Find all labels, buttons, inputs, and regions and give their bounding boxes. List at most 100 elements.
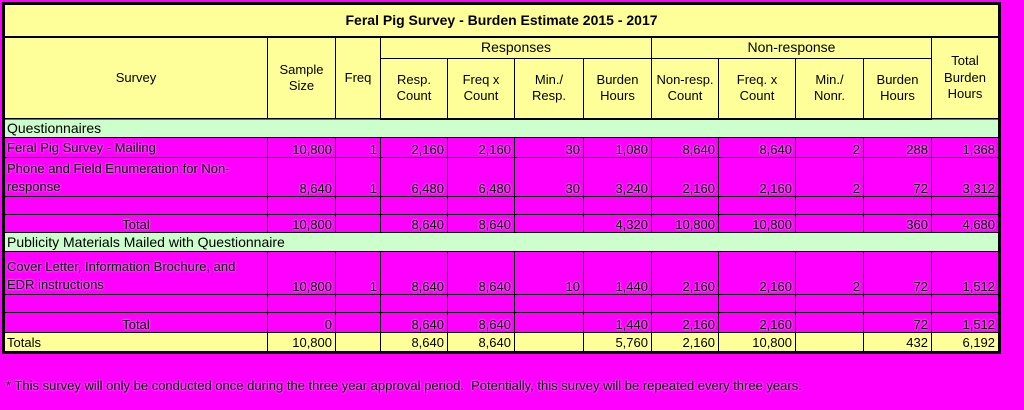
table-cell: 10 (514, 251, 584, 295)
table-row-grand-totals: Totals 10,800 8,640 8,640 5,760 2,160 10… (3, 332, 1001, 353)
table-cell: 432 (863, 332, 932, 353)
table-title: Feral Pig Survey - Burden Estimate 2015 … (2, 3, 1001, 38)
table-cell: 2,160 (651, 332, 719, 353)
table-cell: 30 (514, 137, 584, 158)
empty-cell (267, 196, 336, 215)
table-cell: 360 (863, 214, 932, 233)
title-row: Feral Pig Survey - Burden Estimate 2015 … (2, 3, 1001, 38)
total-label: Total (3, 312, 268, 333)
table-cell: 3,240 (583, 157, 652, 197)
table-cell: 1,440 (583, 251, 652, 295)
table-cell: 2 (795, 137, 864, 158)
table-cell: 2,160 (447, 137, 515, 158)
table-cell: 3,312 (930, 157, 1001, 197)
table-cell: 8,640 (380, 332, 448, 353)
header-min-resp: Min./ Resp. (514, 58, 584, 120)
empty-cell (863, 294, 932, 313)
empty-cell (514, 196, 584, 215)
empty-cell (3, 196, 268, 215)
empty-cell (447, 196, 515, 215)
empty-cell (718, 294, 796, 313)
table-cell: 1,080 (583, 137, 652, 158)
header-freq: Freq (335, 36, 381, 119)
table-cell: 10,800 (267, 137, 336, 158)
header-survey: Survey (3, 36, 268, 119)
table-cell: 1 (335, 251, 381, 295)
table-cell: 8,640 (447, 312, 515, 333)
group-header-row: Survey Sample Size Freq Responses Non-re… (3, 36, 1001, 119)
header-resp-count: Resp. Count (380, 58, 448, 120)
empty-cell (795, 196, 864, 215)
empty-cell (335, 294, 381, 313)
table-cell (514, 332, 584, 353)
table-cell: 72 (863, 312, 932, 333)
sub-header-row: Resp. Count Freq x Count Min./ Resp. Bur… (4, 58, 1000, 120)
header-nonresp-count: Non-resp. Count (651, 58, 719, 120)
burden-estimate-table: Feral Pig Survey - Burden Estimate 2015 … (2, 2, 1002, 354)
empty-cell (3, 294, 268, 313)
empty-cell (335, 196, 381, 215)
header-total-burden-hours: Total Burden Hours (930, 36, 1001, 119)
table-cell: 8,640 (447, 332, 515, 353)
table-cell: 8,640 (447, 214, 515, 233)
table-row-cover-letter: Cover Letter, Information Brochure, and … (3, 251, 1001, 295)
table-cell: 2 (795, 251, 864, 295)
empty-cell (795, 294, 864, 313)
table-cell: 0 (267, 312, 336, 333)
table-row-questionnaires-total: Total 10,800 8,640 8,640 4,320 10,800 10… (3, 214, 1001, 233)
table-cell: 1 (335, 157, 381, 197)
table-cell: 1,368 (930, 137, 1001, 158)
header-resp-burden-hours: Burden Hours (583, 58, 652, 120)
table-row-empty (3, 294, 1001, 313)
header-min-nonr: Min./ Nonr. (795, 58, 864, 120)
survey-label: Cover Letter, Information Brochure, and … (3, 251, 268, 295)
table-cell (795, 214, 864, 233)
table-cell: 288 (863, 137, 932, 158)
table-cell (795, 312, 864, 333)
table-cell: 2,160 (718, 312, 796, 333)
table-cell: 6,480 (380, 157, 448, 197)
table-cell: 4,680 (930, 214, 1001, 233)
empty-cell (718, 196, 796, 215)
table-cell: 2,160 (651, 251, 719, 295)
total-label: Total (3, 214, 268, 233)
table-cell: 2 (795, 157, 864, 197)
empty-cell (380, 294, 448, 313)
table-cell: 8,640 (267, 157, 336, 197)
footnote-text: * This survey will only be conducted onc… (6, 378, 802, 393)
table-cell: 1,440 (583, 312, 652, 333)
table-cell: 10,800 (718, 214, 796, 233)
table-cell: 8,640 (651, 137, 719, 158)
table-cell: 2,160 (651, 312, 719, 333)
table-cell: 6,192 (930, 332, 1001, 353)
empty-cell (863, 196, 932, 215)
header-group-responses: Responses (380, 36, 652, 59)
table-cell: 8,640 (718, 137, 796, 158)
empty-cell (930, 196, 1001, 215)
header-resp-freq-x-count: Freq x Count (447, 58, 515, 120)
table-cell: 8,640 (380, 251, 448, 295)
section-label: Publicity Materials Mailed with Question… (2, 232, 1001, 252)
table-row-phone-field-enumeration: Phone and Field Enumeration for Non-resp… (3, 157, 1001, 197)
header-group-nonresponse: Non-response (651, 36, 932, 59)
empty-cell (930, 294, 1001, 313)
table-cell (335, 214, 381, 233)
table-cell: 2,160 (380, 137, 448, 158)
table-cell: 10,800 (267, 332, 336, 353)
totals-label: Totals (3, 332, 268, 353)
table-cell: 2,160 (718, 251, 796, 295)
table-cell: 8,640 (447, 251, 515, 295)
empty-cell (583, 294, 652, 313)
table-cell: 1 (335, 137, 381, 158)
table-cell: 2,160 (651, 157, 719, 197)
section-label: Questionnaires (2, 118, 1001, 138)
empty-cell (447, 294, 515, 313)
table-row-empty (3, 196, 1001, 215)
table-cell: 2,160 (718, 157, 796, 197)
table-cell: 1,512 (930, 251, 1001, 295)
empty-cell (651, 294, 719, 313)
survey-label: Feral Pig Survey - Mailing (3, 137, 268, 158)
header-nonresp-burden-hours: Burden Hours (863, 58, 932, 120)
table-cell: 6,480 (447, 157, 515, 197)
table-cell: 10,800 (267, 251, 336, 295)
